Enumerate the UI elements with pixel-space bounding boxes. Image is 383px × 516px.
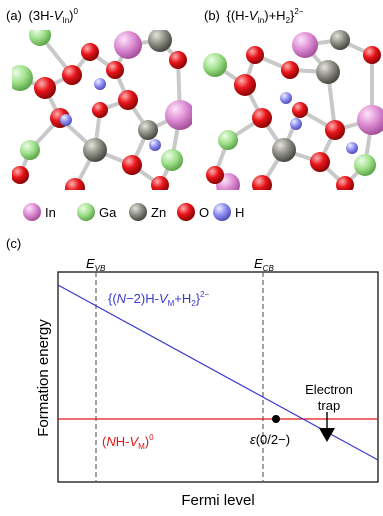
transition-point <box>272 415 280 423</box>
legend-item-zn: Zn <box>129 203 166 221</box>
ecb-label: ECB <box>254 256 274 273</box>
legend-item-o: O <box>177 203 209 221</box>
legend-item-ga: Ga <box>77 203 117 221</box>
electron-trap-arrow-head <box>319 428 335 442</box>
structure-panel-b <box>203 30 383 190</box>
legend-item-h: H <box>213 203 244 221</box>
svg-text:O: O <box>199 205 209 220</box>
panel-c-letter: (c) <box>6 236 21 251</box>
svg-text:Ga: Ga <box>99 205 117 220</box>
svg-text:Zn: Zn <box>151 205 166 220</box>
x-axis-label: Fermi level <box>181 492 254 509</box>
legend-item-in: In <box>23 203 56 221</box>
atom-legend: In Ga Zn O H <box>23 203 244 221</box>
transition-level-label: ε(0/2−) <box>250 432 290 447</box>
svg-text:H: H <box>235 205 244 220</box>
charged-state-label: {(N−2)H-VM+H2}2− <box>108 290 210 308</box>
neutral-state-label: (NH-VM)0 <box>102 433 154 451</box>
svg-text:In: In <box>45 205 56 220</box>
y-axis-label: Formation energy <box>35 319 52 437</box>
electron-trap-label-line2: trap <box>318 398 340 413</box>
plot-frame <box>57 271 379 483</box>
evb-label: EVB <box>86 256 106 273</box>
panel-a-title: (a) (3H-VIn)0 <box>6 7 78 25</box>
electron-trap-label-line1: Electron <box>305 382 353 397</box>
panel-b-title: (b) {(H-VIn)+H2}2− <box>204 7 304 25</box>
structure-panel-a <box>12 30 192 190</box>
